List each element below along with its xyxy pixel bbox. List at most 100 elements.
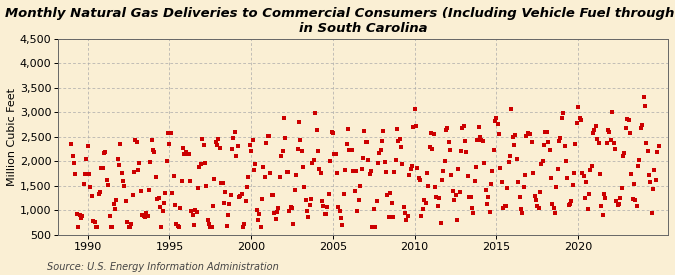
Point	[172, 224, 183, 228]
Point	[402, 214, 413, 219]
Point	[307, 160, 318, 165]
Point	[649, 168, 660, 172]
Point	[480, 188, 491, 192]
Point	[573, 105, 584, 109]
Point	[508, 135, 518, 139]
Point	[145, 160, 156, 164]
Point	[107, 225, 117, 229]
Point	[408, 125, 418, 129]
Point	[603, 127, 614, 132]
Point	[164, 142, 175, 147]
Point	[473, 125, 484, 129]
Point	[540, 130, 551, 134]
Point	[635, 126, 646, 130]
Point	[173, 225, 184, 229]
Point	[352, 209, 363, 214]
Point	[236, 192, 247, 196]
Point	[532, 204, 543, 208]
Point	[375, 148, 386, 153]
Point	[634, 158, 645, 162]
Point	[383, 215, 394, 219]
Point	[265, 171, 275, 175]
Point	[453, 166, 464, 171]
Point	[544, 148, 555, 152]
Point	[338, 191, 349, 196]
Point	[331, 170, 342, 175]
Point	[296, 149, 307, 153]
Point	[448, 188, 458, 193]
Point	[120, 199, 131, 203]
Point	[287, 206, 298, 211]
Point	[393, 139, 404, 143]
Point	[300, 198, 311, 202]
Point	[258, 164, 269, 169]
Point	[133, 168, 144, 172]
Point	[461, 150, 472, 154]
Point	[346, 148, 357, 152]
Point	[266, 192, 277, 197]
Point	[92, 225, 103, 229]
Point	[259, 175, 270, 179]
Point	[416, 214, 427, 218]
Point	[103, 182, 113, 187]
Point	[70, 172, 81, 176]
Point	[401, 218, 412, 222]
Point	[251, 208, 262, 213]
Point	[539, 143, 549, 148]
Point	[333, 205, 344, 209]
Point	[248, 168, 259, 172]
Point	[213, 136, 224, 141]
Point	[194, 165, 205, 170]
Point	[541, 130, 552, 135]
Point	[256, 197, 267, 201]
Point	[169, 203, 180, 207]
Point	[252, 218, 263, 223]
Point	[334, 209, 345, 213]
Point	[69, 161, 80, 165]
Point	[290, 187, 300, 192]
Point	[596, 204, 607, 208]
Point	[76, 216, 86, 220]
Point	[535, 190, 545, 195]
Point	[302, 209, 313, 213]
Point	[443, 139, 454, 144]
Point	[82, 143, 93, 148]
Point	[429, 131, 439, 136]
Point	[86, 193, 97, 198]
Point	[244, 142, 255, 147]
Point	[512, 157, 522, 161]
Point	[555, 136, 566, 141]
Point	[611, 198, 622, 203]
Point	[273, 206, 284, 210]
Point	[442, 125, 453, 130]
Point	[319, 212, 330, 216]
Point	[418, 198, 429, 202]
Point	[66, 141, 77, 146]
Point	[491, 116, 502, 120]
Point	[190, 208, 200, 212]
Point	[270, 217, 281, 221]
Point	[132, 140, 142, 144]
Point	[394, 137, 405, 141]
Point	[84, 172, 95, 177]
Point	[604, 130, 615, 134]
Point	[104, 214, 115, 218]
Point	[551, 185, 562, 189]
Point	[410, 123, 421, 128]
Point	[240, 199, 251, 204]
Point	[112, 156, 123, 161]
Point	[345, 148, 356, 153]
Point	[414, 178, 425, 182]
Point	[140, 215, 151, 219]
Point	[167, 191, 178, 195]
Point	[292, 147, 303, 152]
Point	[280, 136, 291, 141]
Point	[549, 210, 560, 215]
Point	[246, 149, 256, 153]
Point	[632, 163, 643, 168]
Point	[283, 170, 294, 175]
Point	[113, 163, 124, 167]
Point	[382, 192, 393, 197]
Point	[529, 194, 540, 199]
Point	[624, 131, 635, 136]
